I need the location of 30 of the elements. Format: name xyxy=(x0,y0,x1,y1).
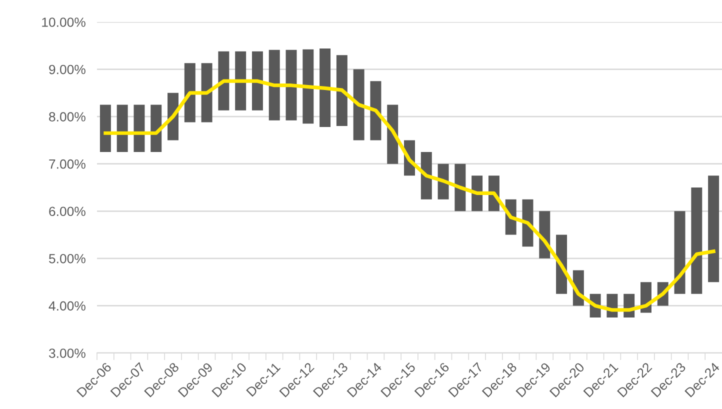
bar xyxy=(150,104,162,152)
bar xyxy=(184,63,196,122)
bar xyxy=(116,104,128,152)
y-tick-label: 9.00% xyxy=(49,64,86,74)
bar xyxy=(252,51,263,110)
bar xyxy=(454,164,466,212)
bar xyxy=(100,104,111,152)
bar xyxy=(201,63,212,122)
bar xyxy=(302,49,314,124)
bar xyxy=(218,51,230,110)
bar xyxy=(268,50,280,120)
y-tick-label: 4.00% xyxy=(48,301,86,311)
line-series xyxy=(104,79,716,312)
bar xyxy=(134,104,145,152)
bar xyxy=(353,69,364,140)
y-tick-label: 6.00% xyxy=(49,206,86,216)
bar xyxy=(708,176,720,282)
bar xyxy=(370,81,382,140)
bar xyxy=(420,152,432,200)
bar xyxy=(286,50,297,120)
bar xyxy=(674,211,686,294)
bar xyxy=(235,51,246,110)
bar xyxy=(691,188,702,294)
bar xyxy=(320,48,331,127)
y-tick-label: 5.00% xyxy=(49,254,86,264)
bar xyxy=(336,55,348,126)
y-tick-label: 8.00% xyxy=(49,112,86,122)
y-tick-label: 10.00% xyxy=(42,18,86,27)
y-tick-label: 7.00% xyxy=(49,159,86,169)
y-tick-label: 3.00% xyxy=(48,348,86,358)
